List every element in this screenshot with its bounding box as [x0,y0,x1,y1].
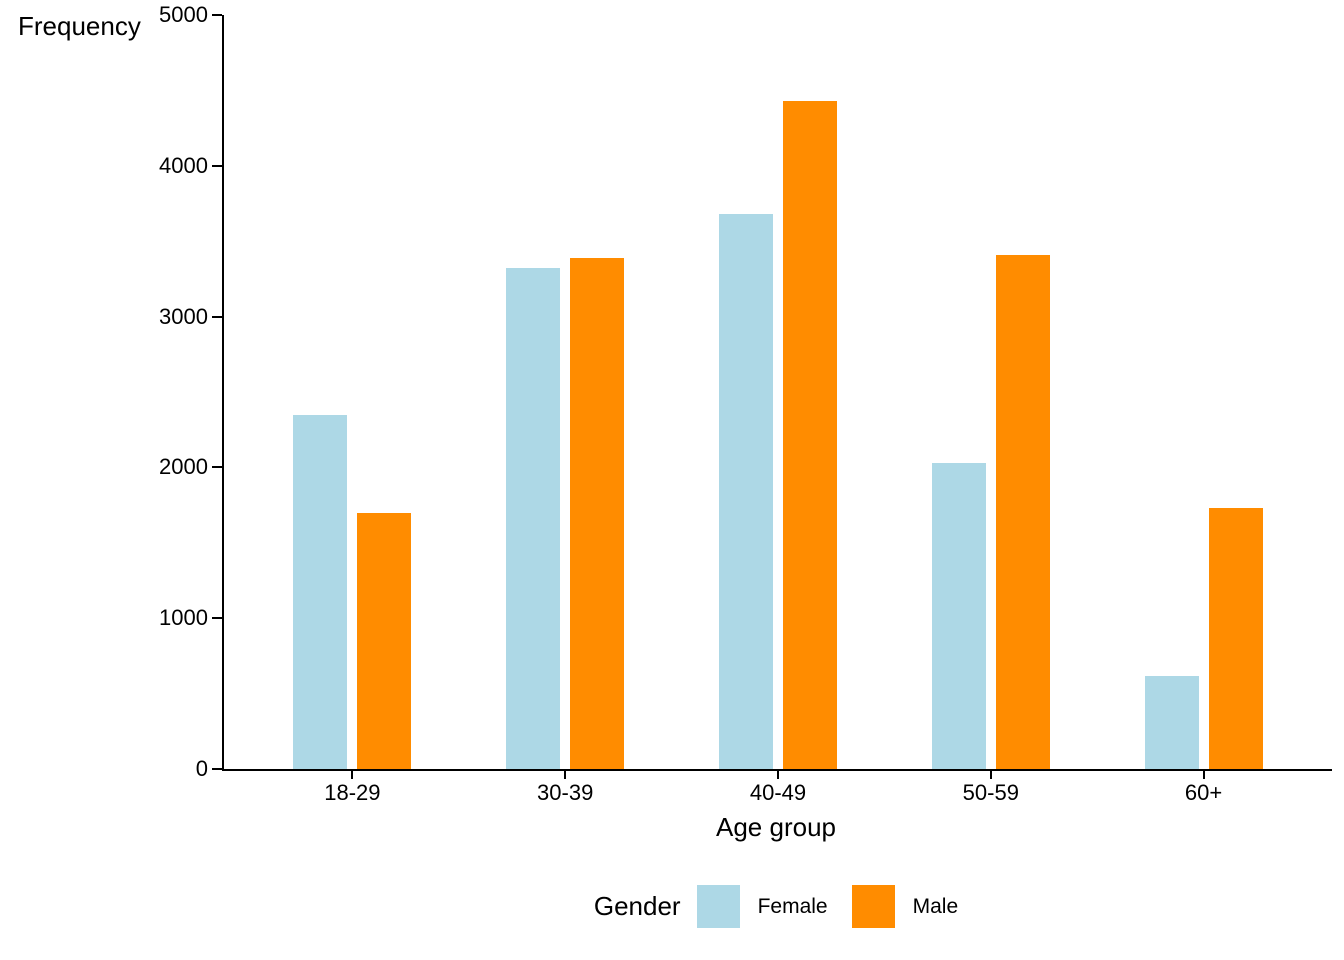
y-tick-0 [212,768,222,770]
bar-male-18-29 [357,512,412,769]
y-tick-label-1000: 1000 [159,605,208,631]
y-tick-4000 [212,164,222,167]
y-tick-label-4000: 4000 [159,152,208,178]
x-tick-60+ [1202,771,1205,779]
legend: Gender Female Male [222,885,1330,928]
y-tick-label-5000: 5000 [159,2,208,27]
bar-female-40-49 [719,214,773,769]
bar-female-60+ [1144,675,1199,769]
bar-male-30-39 [570,257,625,769]
legend-title: Gender [593,891,681,921]
y-axis-title: Frequency [18,11,141,41]
x-tick-50-59 [989,771,992,779]
x-cat-label-30-39: 30-39 [537,780,594,805]
legend-swatch-male [851,885,895,928]
x-axis-title: Age group [716,812,836,842]
x-tick-30-39 [564,771,567,779]
legend-label-male: Male [912,894,959,918]
bar-male-50-59 [995,254,1050,769]
bar-female-30-39 [506,268,561,769]
y-tick-3000 [212,315,222,318]
x-tick-18-29 [351,771,354,779]
plot-area: 0 1000 2000 3000 4000 5000 18-29 30-39 40-49 50-5… [159,4,1332,804]
y-tick-label-0: 0 [195,756,208,781]
x-tick-40-49 [777,771,779,779]
legend-swatch-female [696,885,740,928]
bar-female-50-59 [931,462,986,769]
x-cat-label-40-49: 40-49 [749,780,807,805]
y-tick-label-2000: 2000 [159,454,208,480]
bar-male-40-49 [783,100,837,769]
x-cat-label-18-29: 18-29 [324,780,381,805]
y-tick-2000 [212,466,222,469]
y-tick-5000 [212,14,222,16]
y-tick-label-3000: 3000 [159,303,208,329]
legend-label-female: Female [757,894,828,918]
bar-female-18-29 [293,414,348,769]
y-tick-1000 [212,617,222,620]
x-cat-label-50-59: 50-59 [962,780,1019,805]
bar-male-60+ [1208,508,1263,769]
x-cat-label-60+: 60+ [1184,780,1223,805]
